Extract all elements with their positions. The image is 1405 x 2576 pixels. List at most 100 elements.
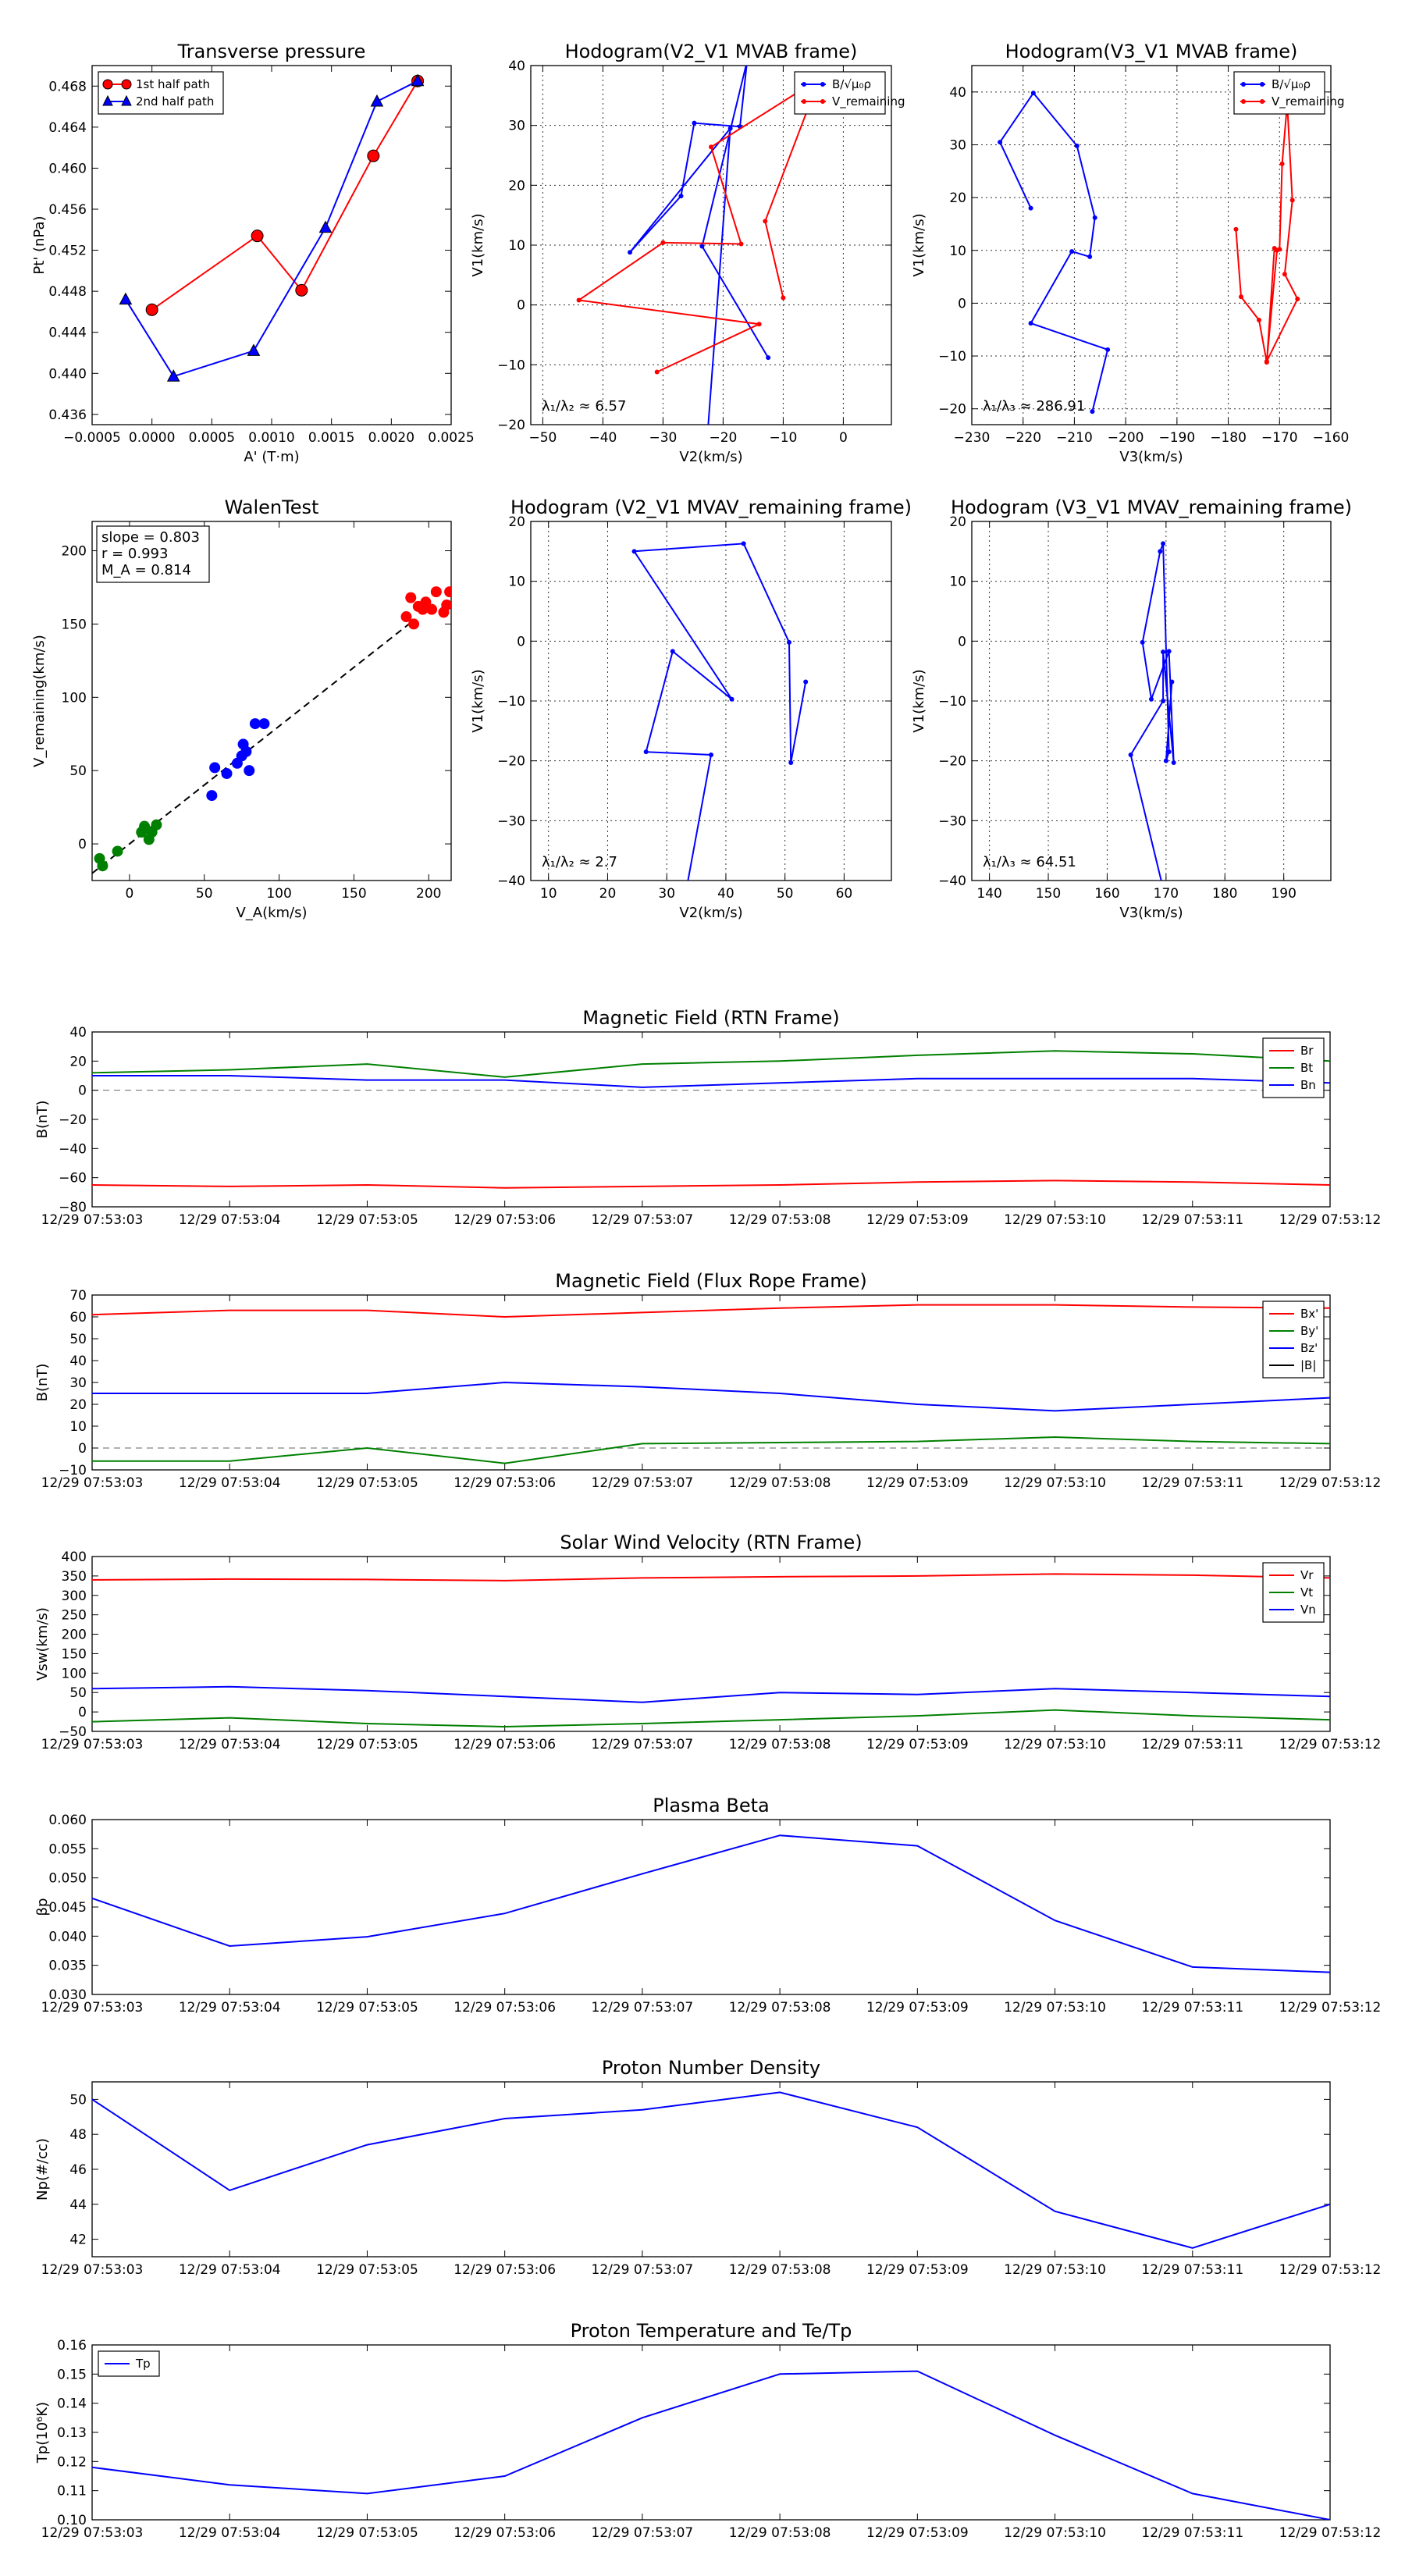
data-point: [1160, 881, 1165, 886]
data-point: [97, 860, 108, 872]
y-tick-label: 100: [62, 1666, 87, 1681]
data-point: [1275, 247, 1279, 253]
y-tick-label: 0: [78, 1441, 87, 1457]
y-tick-label: 20: [69, 1397, 87, 1413]
x-tick-label: 12/29 07:53:06: [454, 2000, 556, 2016]
series-line-beta: [92, 1834, 1330, 1973]
y-tick-label: −20: [497, 418, 525, 433]
series-line-By': [92, 1436, 1330, 1464]
y-tick-label: 0.14: [57, 2396, 87, 2412]
data-point: [1295, 297, 1300, 301]
y-axis-label: Tp(10⁶K): [34, 2402, 51, 2464]
legend-label: V_remaining: [832, 94, 905, 109]
x-tick-label: −30: [649, 430, 677, 446]
y-tick-label: 0.16: [57, 2338, 87, 2354]
y-tick-label: 0.468: [48, 79, 87, 94]
legend: 1st half path 2nd half path: [98, 71, 224, 115]
x-tick-label: 12/29 07:53:08: [729, 2525, 831, 2541]
x-tick-label: 200: [416, 886, 441, 902]
x-tick-label: 12/29 07:53:10: [1004, 1737, 1106, 1752]
data-point: [1166, 749, 1172, 755]
x-tick-label: −200: [1108, 430, 1144, 446]
x-tick-label: 12/29 07:53:05: [316, 2262, 418, 2278]
y-tick-label: 0: [517, 298, 525, 314]
x-tick-label: −210: [1056, 430, 1093, 446]
x-tick-label: 170: [1154, 886, 1179, 902]
stats-line: slope = 0.803: [101, 529, 200, 546]
legend-marker: [820, 99, 825, 104]
legend-marker: [121, 79, 132, 90]
chart-mag_fr: 12/29 07:53:03 12/29 07:53:04 12/29 07:53:…: [34, 1270, 1381, 1491]
y-tick-label: 20: [949, 514, 966, 530]
data-point: [1090, 409, 1095, 415]
y-tick-label: 40: [508, 59, 525, 74]
y-tick-label: 0.035: [48, 1959, 87, 1974]
data-point: [1163, 758, 1168, 763]
x-tick-label: 12/29 07:53:03: [41, 2000, 144, 2016]
axes-frame: [91, 2344, 1331, 2521]
y-tick-label: 0.436: [48, 407, 87, 423]
x-tick-label: 12/29 07:53:03: [41, 1475, 144, 1491]
y-tick-label: 0: [958, 296, 966, 311]
x-tick-label: 60: [836, 886, 853, 902]
x-tick-label: 12/29 07:53:10: [1004, 2262, 1106, 2278]
chart-title: Hodogram (V2_V1 MVAV_remaining frame): [510, 496, 912, 518]
legend-label: 1st half path: [136, 77, 210, 91]
axes-frame: [91, 521, 452, 881]
x-tick-label: 12/29 07:53:11: [1141, 1475, 1243, 1491]
y-tick-label: 0.040: [48, 1929, 87, 1944]
data-point: [258, 718, 270, 730]
y-tick-label: 50: [69, 763, 87, 779]
x-tick-label: −230: [954, 430, 991, 446]
data-point: [1289, 197, 1295, 203]
axes-frame: [91, 2081, 1331, 2258]
x-tick-label: 12/29 07:53:09: [866, 1475, 969, 1491]
y-tick-label: 0.12: [57, 2454, 87, 2470]
y-tick-label: −10: [497, 358, 525, 373]
legend: Bx' By' Bz' |B|: [1262, 1300, 1325, 1379]
chart-title: Solar Wind Velocity (RTN Frame): [560, 1532, 862, 1553]
data-point: [1161, 699, 1166, 703]
y-tick-label: 40: [69, 1354, 87, 1369]
y-tick-label: 0: [78, 837, 87, 852]
x-tick-label: −0.0005: [63, 430, 121, 446]
x-tick-label: −40: [589, 430, 617, 446]
y-tick-label: 10: [508, 238, 525, 254]
chart-vsw: 12/29 07:53:03 12/29 07:53:04 12/29 07:53:…: [34, 1532, 1381, 1752]
data-point: [628, 250, 633, 255]
data-point: [1161, 649, 1166, 655]
y-tick-label: 0.030: [48, 1987, 87, 2003]
y-tick-label: 10: [508, 575, 525, 590]
series-line-2nd half path: [125, 80, 418, 378]
axes-frame: [971, 65, 1332, 425]
data-point: [1257, 318, 1261, 323]
data-point: [643, 749, 649, 755]
axes-frame: [91, 1819, 1331, 1995]
y-tick-label: 46: [69, 2162, 87, 2178]
data-point: [411, 73, 425, 87]
legend-marker: [802, 99, 806, 104]
data-point: [119, 292, 133, 305]
y-tick-label: 0.15: [57, 2367, 87, 2382]
x-axis-label: V3(km/s): [1119, 905, 1183, 921]
data-point: [763, 219, 768, 224]
x-tick-label: −220: [1005, 430, 1041, 446]
series-line-Np: [92, 2091, 1330, 2249]
y-tick-label: −40: [59, 1141, 87, 1157]
data-point: [430, 586, 442, 598]
series-line-Bz': [92, 1381, 1330, 1412]
data-point: [146, 827, 158, 838]
y-tick-label: −20: [497, 754, 525, 770]
plot-area: [92, 1834, 1330, 1973]
y-axis-label: Vsw(km/s): [34, 1607, 51, 1681]
stats-line: r = 0.993: [101, 546, 168, 562]
axes-frame: [91, 1556, 1331, 1732]
y-tick-label: 0.050: [48, 1871, 87, 1887]
y-tick-label: 300: [62, 1589, 87, 1604]
series-line-Br: [92, 1179, 1330, 1189]
x-tick-label: 12/29 07:53:10: [1004, 1475, 1106, 1491]
data-point: [1264, 358, 1269, 364]
y-tick-label: 0: [517, 634, 525, 649]
x-axis-label: V_A(km/s): [236, 905, 307, 921]
